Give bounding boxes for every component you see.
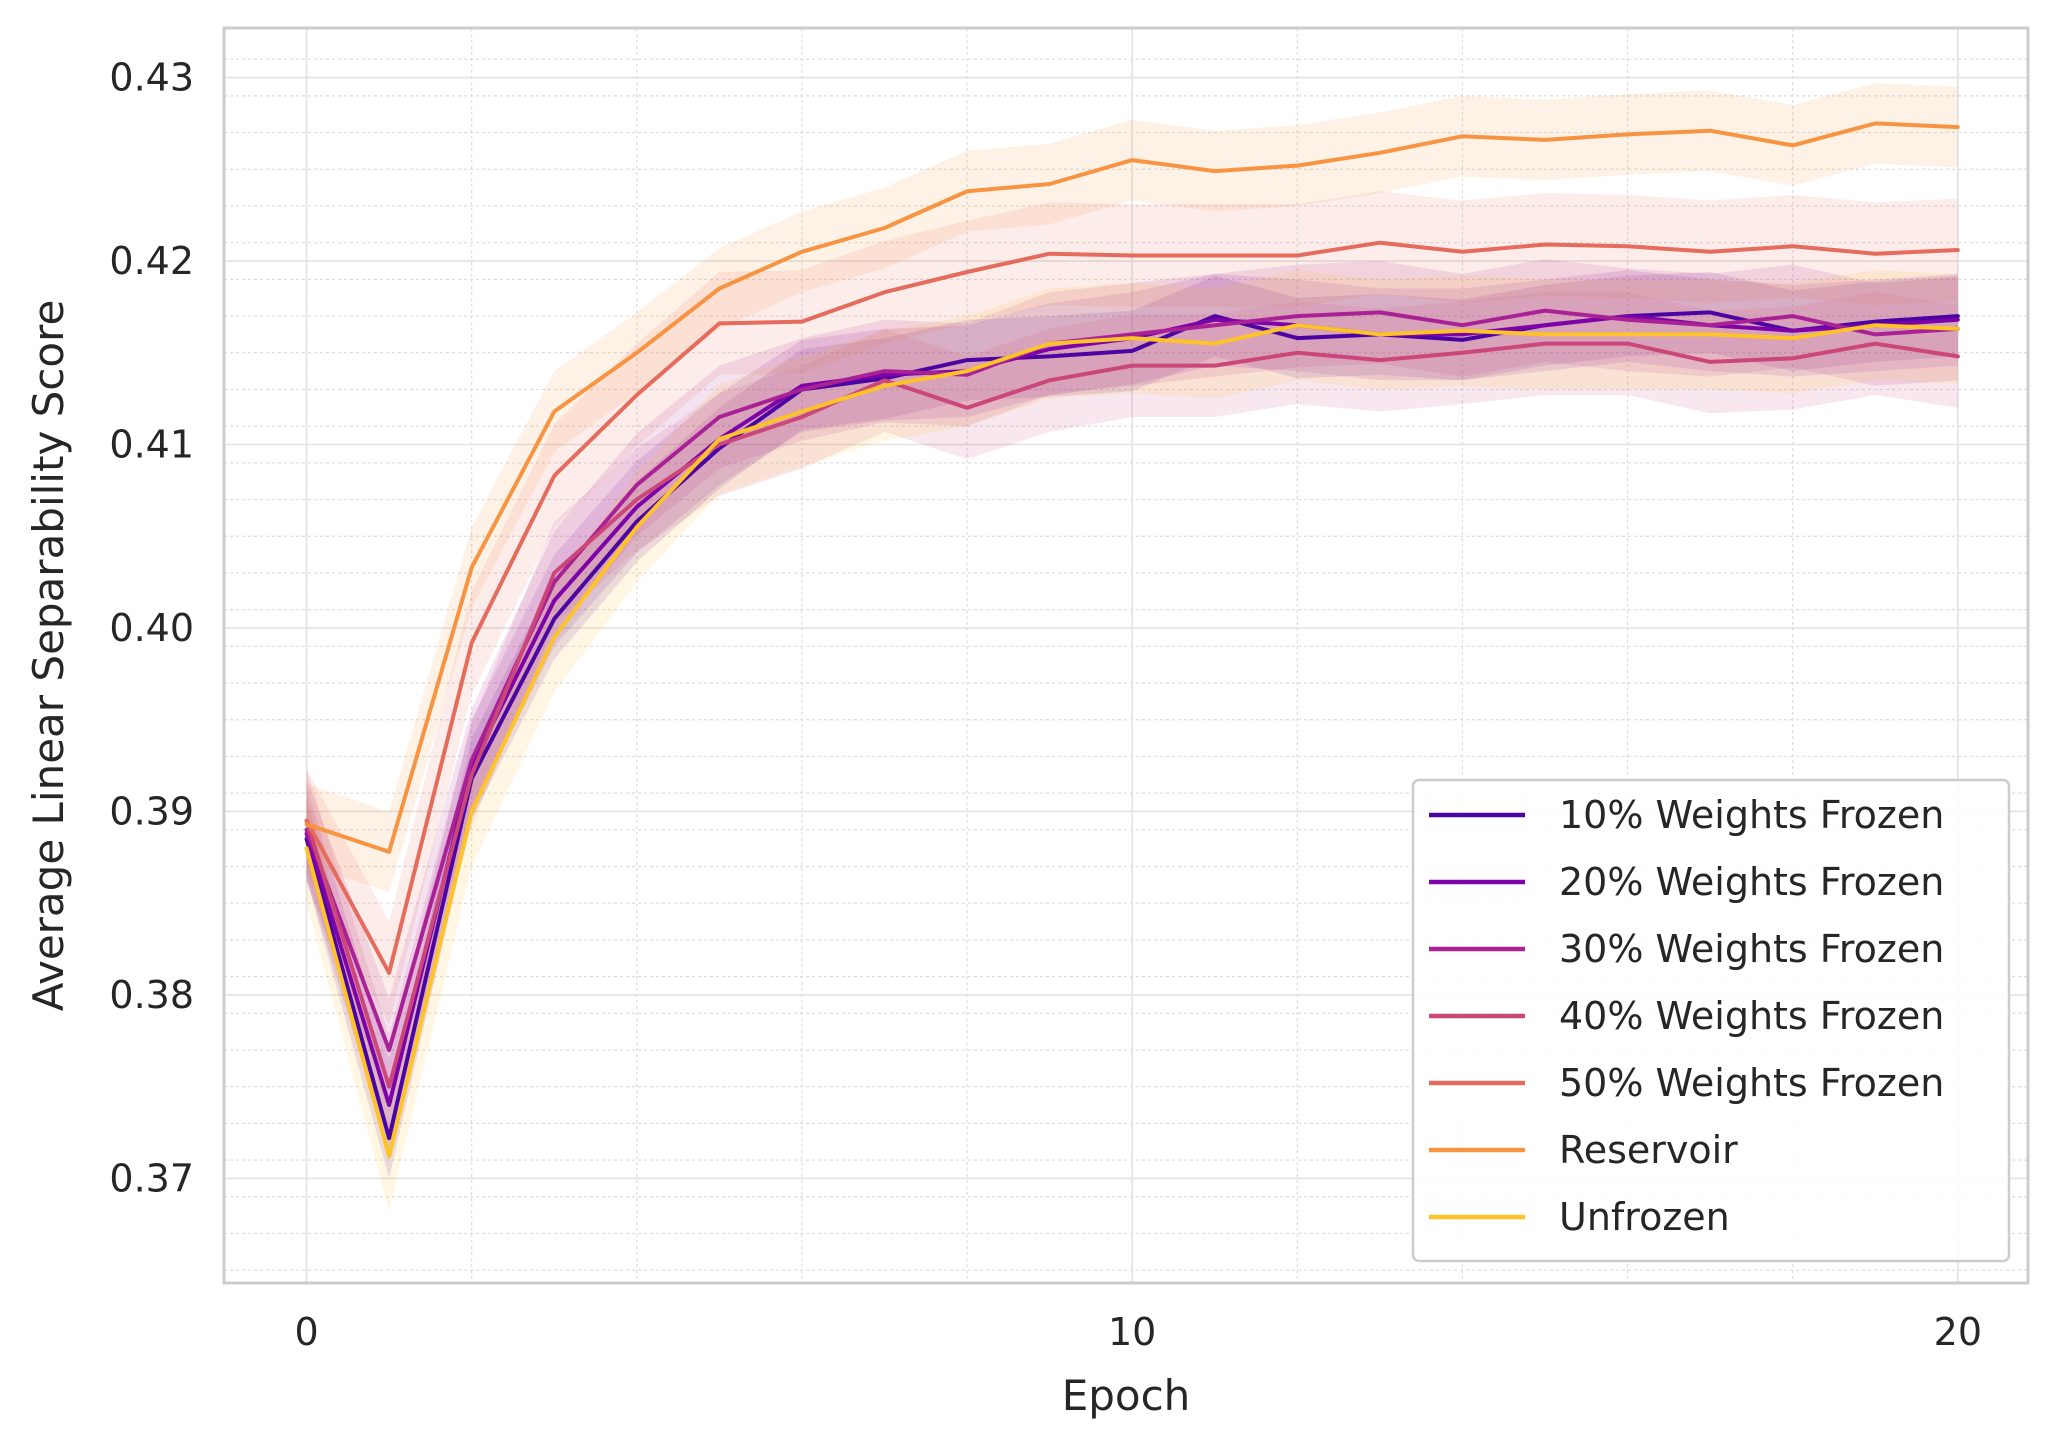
x-axis-ticks: 0 10 20 xyxy=(294,1310,1982,1354)
x-axis-label: Epoch xyxy=(1062,1371,1191,1420)
confidence-band-6 xyxy=(306,270,1958,1212)
y-tick-label: 0.37 xyxy=(109,1156,194,1200)
y-tick-label: 0.40 xyxy=(109,606,194,650)
legend-box xyxy=(1411,778,2011,1263)
confidence-band-4 xyxy=(306,191,1958,1025)
legend-label-1: 20% Weights Frozen xyxy=(1559,860,1944,904)
minor-grid xyxy=(224,28,2028,1283)
confidence-band-5 xyxy=(306,83,1958,893)
legend-label-0: 10% Weights Frozen xyxy=(1559,793,1944,837)
confidence-band-3 xyxy=(306,292,1958,1139)
legend-label-2: 30% Weights Frozen xyxy=(1559,927,1944,971)
plot-frame xyxy=(222,26,2030,1285)
major-grid xyxy=(224,28,2028,1283)
y-tick-label: 0.39 xyxy=(109,789,194,833)
series-line-4 xyxy=(304,240,1960,975)
y-axis-ticks: 0.37 0.38 0.39 0.40 0.41 0.42 0.43 xyxy=(109,56,194,1201)
y-tick-label: 0.38 xyxy=(109,973,194,1017)
x-tick-label: 20 xyxy=(1934,1310,1982,1354)
series-line-6 xyxy=(304,323,1960,1159)
y-axis-label: Average Linear Separability Score xyxy=(24,300,73,1012)
legend: 10% Weights Frozen 20% Weights Frozen 30% … xyxy=(1411,778,2011,1263)
y-tick-label: 0.41 xyxy=(109,422,194,466)
series-lines xyxy=(304,121,1960,1159)
series-line-0 xyxy=(304,310,1960,1141)
confidence-band-2 xyxy=(306,259,1958,1102)
legend-label-6: Unfrozen xyxy=(1559,1195,1730,1239)
legend-label-3: 40% Weights Frozen xyxy=(1559,994,1944,1038)
series-line-5 xyxy=(304,121,1960,854)
legend-label-5: Reservoir xyxy=(1559,1128,1738,1172)
x-tick-label: 10 xyxy=(1108,1310,1156,1354)
series-line-3 xyxy=(304,341,1960,1089)
confidence-band-0 xyxy=(306,272,1958,1179)
x-tick-label: 0 xyxy=(294,1310,318,1354)
y-tick-label: 0.42 xyxy=(109,239,194,283)
legend-label-4: 50% Weights Frozen xyxy=(1559,1061,1944,1105)
y-tick-label: 0.43 xyxy=(109,56,194,100)
